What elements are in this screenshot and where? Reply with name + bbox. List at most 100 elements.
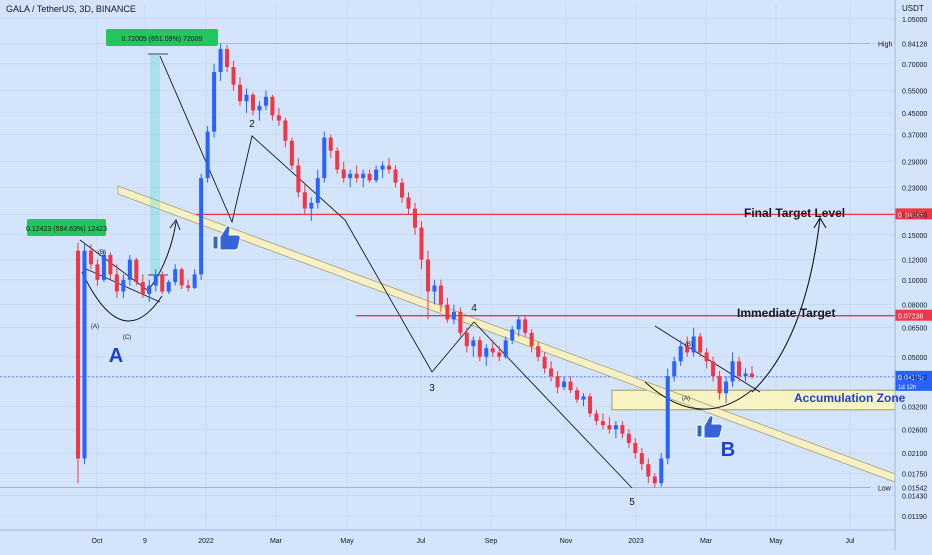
y-tick-label: 0.02100 xyxy=(902,451,927,458)
y-tick-label: 0.01750 xyxy=(902,471,927,478)
y-tick-label: 0.01430 xyxy=(902,494,927,501)
candle-body xyxy=(225,49,230,68)
candle-body xyxy=(302,192,307,209)
candle-body xyxy=(341,169,346,179)
y-tick-label: 0.04172 xyxy=(902,375,927,382)
candle-body xyxy=(393,169,398,183)
candle-body xyxy=(263,96,268,106)
candle-body xyxy=(348,173,353,179)
y-tick-label: 0.08000 xyxy=(902,303,927,310)
candle-body xyxy=(218,49,223,73)
candle-body xyxy=(250,94,255,111)
candle-body xyxy=(283,120,288,141)
wave-label-5: 5 xyxy=(629,497,635,508)
candle-body xyxy=(315,178,320,203)
x-tick-label: Mar xyxy=(270,538,283,545)
candle-body xyxy=(387,165,392,170)
x-tick-label: Mar xyxy=(700,538,713,545)
x-tick-label: Sep xyxy=(485,538,498,545)
candle-body xyxy=(192,274,197,288)
x-tick-label: May xyxy=(769,538,783,545)
candle-body xyxy=(594,413,599,422)
candle-body xyxy=(626,433,631,443)
candle-body xyxy=(374,169,379,181)
candle-body xyxy=(425,259,430,292)
candle-body xyxy=(166,282,171,292)
y-unit-label: USDT xyxy=(902,4,924,13)
candle-body xyxy=(458,311,463,333)
y-tick-label: 0.37000 xyxy=(902,133,927,140)
x-tick-label: May xyxy=(340,538,354,545)
candle-body xyxy=(704,352,709,362)
candle-body xyxy=(607,425,612,430)
candle-body xyxy=(652,476,657,484)
candle-body xyxy=(672,361,677,377)
candle-body xyxy=(490,348,495,353)
y-tick-label: 0.05000 xyxy=(902,355,927,362)
candle-body xyxy=(510,329,515,341)
price-tag-value: 0.18035 xyxy=(898,212,923,219)
x-tick-label: 2023 xyxy=(628,538,644,545)
candle-body xyxy=(127,259,132,280)
candle-body xyxy=(555,376,560,388)
candle-body xyxy=(75,250,81,459)
corrective-label-a-left: (A) xyxy=(91,324,99,330)
candle-body xyxy=(445,304,450,320)
elliott-wave-path xyxy=(159,55,633,489)
candle-body xyxy=(484,348,489,357)
accumulation-zone-label: Accumulation Zone xyxy=(794,391,906,405)
candle-body xyxy=(503,340,508,357)
candle-body xyxy=(361,173,366,179)
price-tag-box xyxy=(895,370,932,391)
candle-body xyxy=(406,197,411,209)
candle-body xyxy=(717,376,722,394)
measurement-box-2 xyxy=(150,54,160,276)
candle-body xyxy=(179,269,184,286)
y-tick-label: 0.29000 xyxy=(902,160,927,167)
thumbs-up-icon xyxy=(212,225,241,251)
measurement-label-2-bg xyxy=(106,29,218,46)
candle-body xyxy=(581,396,586,400)
candle-body xyxy=(659,458,664,484)
candle-body xyxy=(477,340,482,357)
y-tick-label: 0.18000 xyxy=(902,213,927,220)
pattern-label-a: A xyxy=(109,345,123,367)
candle-body xyxy=(270,96,275,116)
arrow-head-b xyxy=(813,216,827,229)
candle-body xyxy=(114,274,119,292)
candle-body xyxy=(471,340,476,347)
y-tick-label: 0.10000 xyxy=(902,278,927,285)
pattern-label-b: B xyxy=(721,439,735,461)
candle-body xyxy=(322,137,327,179)
candle-body xyxy=(432,285,437,292)
candle-body xyxy=(698,336,703,353)
candle-body xyxy=(639,453,644,465)
candle-body xyxy=(536,346,541,357)
high-label: High xyxy=(878,41,893,48)
candle-body xyxy=(600,421,605,426)
candle-body xyxy=(464,332,469,347)
corrective-label-c-left: (C) xyxy=(123,335,131,341)
candle-body xyxy=(678,346,683,362)
candle-body xyxy=(134,259,139,283)
chart-title: GALA / TetherUS, 3D, BINANCE xyxy=(6,4,136,14)
y-tick-label: 0.45000 xyxy=(902,111,927,118)
candle-body xyxy=(523,319,528,333)
candle-body xyxy=(613,425,618,430)
wave-label-3: 3 xyxy=(429,383,435,394)
arrow-head-a xyxy=(169,218,181,231)
candle-body xyxy=(730,361,735,382)
candle-body xyxy=(309,202,314,209)
candle-body xyxy=(199,178,204,275)
y-tick-label: 0.70000 xyxy=(902,62,927,69)
candle-body xyxy=(205,131,210,179)
wave-label-2: 2 xyxy=(249,119,255,130)
candle-body xyxy=(451,311,456,320)
y-tick-label: 0.02600 xyxy=(902,427,927,434)
candle-body xyxy=(276,115,281,121)
candle-body xyxy=(147,285,152,295)
candle-body xyxy=(685,346,690,353)
candle-body xyxy=(542,356,547,369)
